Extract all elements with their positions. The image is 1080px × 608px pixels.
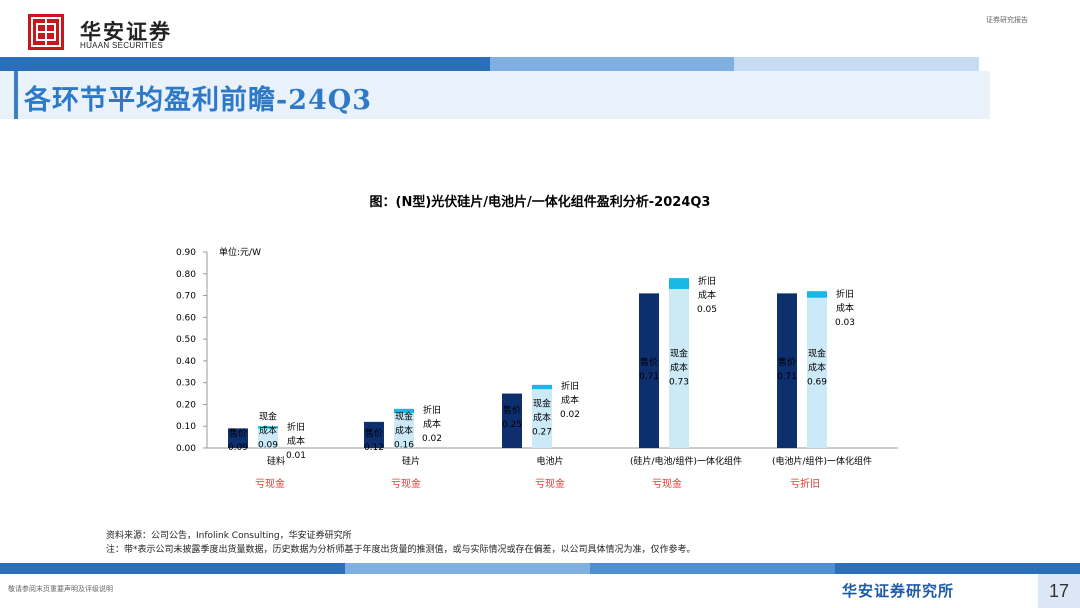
- depreciation-data-label: 折旧成本 0.03: [835, 288, 855, 328]
- chart-title: 图：(N型)光伏硅片/电池片/一体化组件盈利分析-2024Q3: [369, 195, 711, 210]
- y-tick-label: 0.80: [176, 270, 196, 280]
- footer-strip-segment: [590, 563, 835, 574]
- price-bar: [228, 428, 248, 448]
- y-tick-label: 0.40: [176, 357, 196, 367]
- y-tick-label: 0.30: [176, 379, 196, 389]
- x-category-label: 硅片: [402, 455, 420, 467]
- y-tick-label: 0.60: [176, 313, 196, 323]
- footer-disclaimer: 敬请参阅末页重要声明及评级说明: [8, 585, 113, 593]
- price-bar: [639, 293, 659, 448]
- price-data-label: 售价 0.25: [502, 404, 522, 430]
- cash-cost-data-label: 现金成本 0.27: [532, 398, 552, 438]
- price-data-label: 售价 0.71: [777, 356, 797, 382]
- price-data-label: 售价 0.09: [228, 427, 248, 453]
- depreciation-bar: [258, 426, 278, 429]
- footer-strip-segment: [345, 563, 590, 574]
- logo-chinese-name: 华安证券: [80, 19, 172, 44]
- profit-status-note: 亏折旧: [790, 477, 820, 490]
- x-category-label: 硅料: [267, 455, 285, 467]
- depreciation-bar: [532, 384, 552, 390]
- title-accent-bar: [14, 71, 18, 119]
- source-line: 资料来源：公司公告，Infolink Consulting，华安证券研究所: [106, 531, 352, 541]
- logo-english-name: HUAAN SECURITIES: [80, 41, 164, 50]
- cash-cost-bar: [394, 413, 414, 448]
- price-bar: [502, 393, 522, 448]
- price-bar: [777, 293, 797, 448]
- cash-cost-data-label: 现金成本 0.16: [394, 411, 414, 451]
- page-title: 各环节平均盈利前瞻-24Q3: [24, 85, 373, 116]
- unit-label: 单位:元/W: [219, 246, 261, 258]
- price-data-label: 售价 0.12: [364, 427, 384, 453]
- page-number-box: [1038, 574, 1080, 608]
- cash-cost-data-label: 现金成本 0.73: [669, 348, 689, 388]
- cash-cost-bar: [258, 428, 278, 448]
- price-bar: [364, 421, 384, 448]
- source-note: 资料来源：公司公告，Infolink Consulting，华安证券研究所 注：…: [106, 529, 696, 557]
- footer-strip-segment: [835, 563, 1080, 574]
- y-tick-label: 0.50: [176, 335, 196, 345]
- price-data-label: 售价 0.71: [639, 356, 659, 382]
- title-band-segment: [490, 57, 734, 71]
- depreciation-data-label: 折旧成本 0.01: [286, 421, 306, 461]
- cash-cost-data-label: 现金成本 0.69: [807, 348, 827, 388]
- page-number: 17: [1048, 581, 1070, 601]
- profit-status-note: 亏现金: [652, 477, 682, 490]
- x-category-label: (硅片/电池/组件)一体化组件: [630, 455, 742, 467]
- title-band: [0, 57, 990, 119]
- note-line: 注：带*表示公司未披露季度出货量数据，历史数据为分析师基于年度出货量的推测值，或…: [106, 545, 696, 555]
- title-band-segment: [734, 57, 979, 71]
- profit-status-note: 亏现金: [535, 477, 565, 490]
- footer-brand: 华安证券研究所: [842, 582, 955, 600]
- footer-strip-segment: [0, 563, 345, 574]
- profit-status-note: 亏现金: [255, 477, 285, 490]
- y-tick-label: 0.90: [176, 248, 196, 258]
- x-category-label: 电池片: [536, 455, 563, 467]
- title-band-segment: [0, 57, 490, 71]
- depreciation-data-label: 折旧成本 0.02: [560, 380, 580, 420]
- title-band-body: [0, 71, 990, 119]
- cash-cost-bar: [807, 297, 827, 448]
- report-type-label: 证券研究报告: [986, 16, 1028, 24]
- depreciation-bar: [669, 278, 689, 290]
- cash-cost-bar: [669, 289, 689, 448]
- y-tick-label: 0.20: [176, 400, 196, 410]
- logo-seal-icon: [31, 17, 61, 47]
- company-logo: [28, 14, 64, 50]
- depreciation-bar: [807, 291, 827, 298]
- depreciation-data-label: 折旧成本 0.02: [422, 404, 442, 444]
- y-tick-label: 0.70: [176, 292, 196, 302]
- profit-status-note: 亏现金: [391, 477, 421, 490]
- y-tick-label: 0.10: [176, 422, 196, 432]
- cash-cost-bar: [532, 389, 552, 448]
- depreciation-data-label: 折旧成本 0.05: [697, 275, 717, 315]
- cash-cost-data-label: 现金成本 0.09: [258, 411, 278, 451]
- y-tick-label: 0.00: [176, 444, 196, 454]
- x-category-label: (电池片/组件)一体化组件: [772, 455, 872, 467]
- depreciation-bar: [394, 408, 414, 414]
